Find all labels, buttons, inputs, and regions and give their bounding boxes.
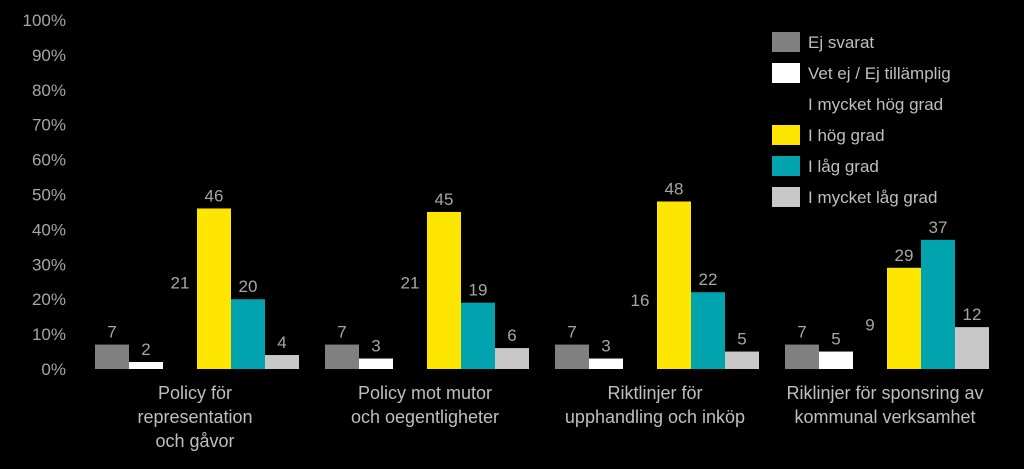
- data-label: 19: [469, 281, 488, 300]
- y-axis: 0% 10% 20% 30% 40% 50% 60% 70% 80% 90% 100%: [23, 11, 66, 379]
- data-label: 22: [699, 270, 718, 289]
- legend: Ej svarat Vet ej / Ej tillämplig I mycket …: [772, 32, 951, 207]
- bar: [589, 358, 623, 369]
- data-label: 12: [963, 305, 982, 324]
- data-label: 21: [401, 274, 420, 293]
- category-labels: Policy för representation och gåvor Policy …: [137, 383, 983, 451]
- bar: [163, 295, 197, 369]
- data-label: 45: [435, 190, 454, 209]
- legend-entry: I låg grad: [808, 157, 879, 176]
- category-label: Policy för representation och gåvor: [137, 383, 252, 451]
- data-label: 9: [865, 316, 874, 335]
- bar: [393, 295, 427, 369]
- legend-entry: Ej svarat: [808, 33, 874, 52]
- data-label: 7: [797, 323, 806, 342]
- data-label: 48: [665, 179, 684, 198]
- data-label: 3: [601, 337, 610, 356]
- bar: [231, 299, 265, 369]
- legend-swatch: [772, 32, 800, 52]
- data-labels: 7 2 21 46 20 4 7 3 21 45 19 6 7 3 16 48 22 5 7 5 9 29 37 12: [107, 179, 981, 359]
- data-label: 21: [171, 274, 190, 293]
- bar: [623, 313, 657, 369]
- y-tick-label: 50%: [32, 186, 66, 205]
- bar: [495, 348, 529, 369]
- bar: [427, 211, 461, 369]
- category-label: Riktlinjer för upphandling och inköp: [565, 383, 745, 427]
- bar: [921, 239, 955, 369]
- y-tick-label: 40%: [32, 220, 66, 239]
- bar: [359, 358, 393, 369]
- bar: [95, 344, 129, 369]
- category-label: Policy mot mutor och oegentligheter: [351, 383, 499, 427]
- bar: [955, 327, 989, 369]
- legend-swatch: [772, 94, 800, 114]
- y-tick-label: 70%: [32, 116, 66, 135]
- data-label: 5: [831, 330, 840, 349]
- bar: [887, 267, 921, 369]
- bar: [129, 362, 163, 369]
- bar: [853, 337, 887, 369]
- y-tick-label: 80%: [32, 81, 66, 100]
- bar: [691, 292, 725, 369]
- data-label: 7: [337, 323, 346, 342]
- legend-entry: I mycket hög grad: [808, 95, 943, 114]
- legend-entry: I mycket låg grad: [808, 188, 937, 207]
- data-label: 5: [737, 330, 746, 349]
- data-label: 6: [507, 326, 516, 345]
- bar: [657, 201, 691, 369]
- data-label: 16: [631, 291, 650, 310]
- y-tick-label: 30%: [32, 255, 66, 274]
- y-tick-label: 100%: [23, 11, 66, 30]
- legend-entry: Vet ej / Ej tillämplig: [808, 64, 951, 83]
- y-tick-label: 20%: [32, 290, 66, 309]
- bar: [325, 344, 359, 369]
- bar: [725, 351, 759, 369]
- legend-swatch: [772, 156, 800, 176]
- data-label: 4: [277, 333, 286, 352]
- y-tick-label: 0%: [41, 360, 66, 379]
- bar: [785, 344, 819, 369]
- y-tick-label: 10%: [32, 325, 66, 344]
- bar: [197, 208, 231, 369]
- data-label: 3: [371, 337, 380, 356]
- bar: [819, 351, 853, 369]
- category-label: Riklinjer för sponsring av kommunal verks…: [786, 383, 983, 427]
- data-label: 2: [141, 340, 150, 359]
- data-label: 29: [895, 246, 914, 265]
- bar: [265, 355, 299, 369]
- legend-swatch: [772, 187, 800, 207]
- data-label: 20: [239, 277, 258, 296]
- data-label: 37: [929, 218, 948, 237]
- data-label: 7: [107, 323, 116, 342]
- data-label: 46: [205, 186, 224, 205]
- legend-swatch: [772, 125, 800, 145]
- bar: [461, 302, 495, 369]
- y-tick-label: 60%: [32, 151, 66, 170]
- legend-entry: I hög grad: [808, 126, 885, 145]
- legend-swatch: [772, 63, 800, 83]
- bars: [95, 201, 989, 369]
- data-label: 7: [567, 323, 576, 342]
- bar: [555, 344, 589, 369]
- y-tick-label: 90%: [32, 46, 66, 65]
